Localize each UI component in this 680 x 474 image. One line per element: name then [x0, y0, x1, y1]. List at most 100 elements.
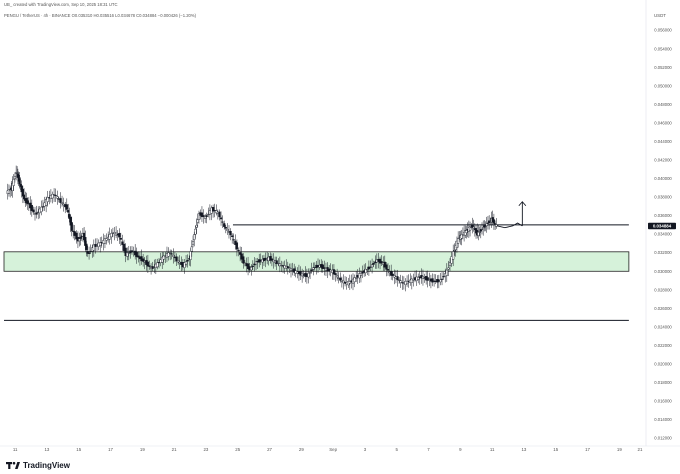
price-tick-label: 0.050000	[654, 83, 672, 88]
candle-body	[323, 267, 326, 269]
price-tick-label: 0.052000	[654, 65, 672, 70]
candle-body	[60, 202, 64, 204]
candle-body	[455, 240, 459, 249]
candle-body	[175, 256, 178, 262]
time-tick-label: 17	[585, 447, 590, 452]
time-tick-label: 13	[521, 447, 526, 452]
candle-body	[372, 263, 375, 265]
time-tick-label: 15	[76, 447, 81, 452]
candle-body	[471, 224, 474, 228]
candle-body	[442, 276, 445, 278]
candle-body	[339, 277, 342, 281]
time-tick-label: 19	[140, 447, 145, 452]
candle-body	[11, 182, 14, 191]
price-tick-label: 0.036000	[654, 213, 672, 218]
candle-body	[336, 275, 339, 278]
candle-body	[79, 237, 82, 239]
candle-body	[105, 238, 108, 241]
candle-body	[286, 266, 289, 269]
candle-body	[124, 247, 127, 257]
candle-body	[465, 230, 468, 233]
candle-body	[18, 178, 21, 185]
projection-path[interactable]	[496, 222, 523, 229]
price-chart[interactable]: USDT 0.056000 0.054000 0.052000 0.050000 0.04…	[0, 0, 680, 458]
candle-body	[13, 176, 17, 180]
candle-body	[378, 258, 382, 264]
candle-body	[246, 263, 250, 270]
candle-body	[398, 279, 401, 281]
candle-body	[137, 255, 140, 258]
candle-body	[364, 268, 367, 274]
candle-body	[229, 230, 232, 236]
price-tick-label: 0.032000	[654, 250, 672, 255]
candle-body	[410, 278, 413, 283]
candle-body	[56, 196, 59, 199]
candle-body	[204, 216, 207, 219]
price-tick-label: 0.030000	[654, 269, 672, 274]
candle-body	[426, 277, 429, 281]
candle-body	[396, 276, 399, 281]
candle-body	[84, 237, 87, 246]
candle-body	[340, 279, 343, 282]
candle-body	[478, 231, 481, 233]
candle-body	[103, 238, 107, 244]
tradingview-logo[interactable]: TradingView	[6, 461, 70, 470]
time-tick-label: 21	[172, 447, 177, 452]
candle-body	[390, 270, 393, 276]
candle-body	[167, 252, 170, 257]
candle-body	[270, 258, 274, 261]
candle-body	[359, 272, 363, 276]
candle-body	[472, 226, 475, 229]
candle-body	[385, 264, 388, 270]
candle-body	[45, 199, 48, 206]
candle-body	[161, 256, 164, 263]
candle-body	[307, 272, 310, 278]
candle-body	[253, 263, 256, 266]
candle-body	[439, 279, 442, 283]
candle-body	[310, 269, 313, 272]
candle-body	[353, 277, 356, 283]
time-tick-label: 21	[638, 447, 643, 452]
tradingview-logo-text: TradingView	[23, 461, 70, 470]
price-tick-label: 0.016000	[654, 399, 672, 404]
candle-body	[482, 227, 485, 230]
candle-body	[445, 269, 448, 276]
candle-body	[30, 205, 33, 211]
candle-body	[169, 252, 172, 254]
candle-body	[202, 215, 205, 217]
candle-body	[194, 228, 197, 235]
creator-line: UB_ created with TradingView.com, Sep 10…	[4, 2, 118, 7]
candle-body	[399, 280, 402, 283]
candle-body	[148, 265, 151, 267]
candle-body	[453, 250, 456, 252]
candle-body	[110, 232, 113, 238]
candle-body	[480, 228, 484, 230]
time-tick-label: 9	[459, 447, 462, 452]
candle-body	[332, 269, 336, 275]
candle-body	[32, 209, 35, 213]
candle-body	[26, 200, 29, 205]
candle-body	[52, 194, 56, 196]
candle-body	[19, 183, 22, 187]
candle-body	[162, 255, 165, 260]
candle-body	[7, 189, 11, 194]
candle-body	[486, 222, 490, 224]
candle-body	[86, 251, 89, 254]
price-tick-label: 0.048000	[654, 102, 672, 107]
candle-body	[156, 262, 159, 268]
candle-body	[448, 262, 452, 266]
price-tick-label: 0.042000	[654, 158, 672, 163]
price-tick-label: 0.054000	[654, 46, 672, 51]
candle-body	[447, 267, 450, 270]
candle-body	[122, 243, 126, 251]
candle-body	[87, 252, 91, 254]
price-tick-label: 0.044000	[654, 139, 672, 144]
candle-body	[366, 269, 369, 271]
candle-body	[492, 219, 496, 224]
candle-body	[485, 223, 488, 226]
time-tick-label: 17	[108, 447, 113, 452]
candle-body	[494, 223, 497, 225]
candle-body	[370, 264, 374, 268]
candle-body	[67, 210, 70, 213]
candle-body	[468, 226, 472, 231]
